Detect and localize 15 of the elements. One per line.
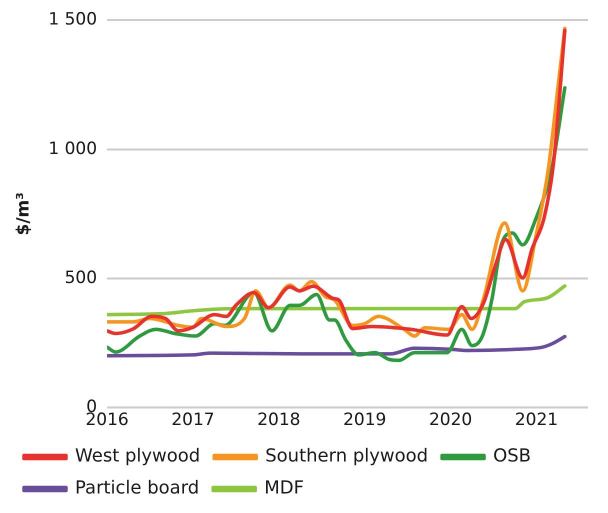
legend-label: West plywood: [75, 446, 200, 467]
x-tick-label: 2017: [171, 410, 215, 430]
y-axis-title: $/m³: [14, 192, 34, 236]
y-tick-label: 500: [64, 268, 98, 288]
x-tick-label: 2019: [343, 410, 386, 430]
x-tick-label: 2018: [257, 410, 300, 430]
legend-label: MDF: [264, 478, 304, 499]
y-tick-label: 1 500: [48, 10, 98, 30]
x-tick-label: 2020: [428, 410, 472, 430]
y-tick-label: 1 000: [48, 138, 98, 159]
line-series: [107, 334, 567, 358]
x-tick-label: 2021: [514, 410, 558, 430]
legend-label: OSB: [493, 446, 532, 467]
legend-label: Particle board: [75, 478, 200, 499]
legend-label: Southern plywood: [265, 446, 428, 467]
